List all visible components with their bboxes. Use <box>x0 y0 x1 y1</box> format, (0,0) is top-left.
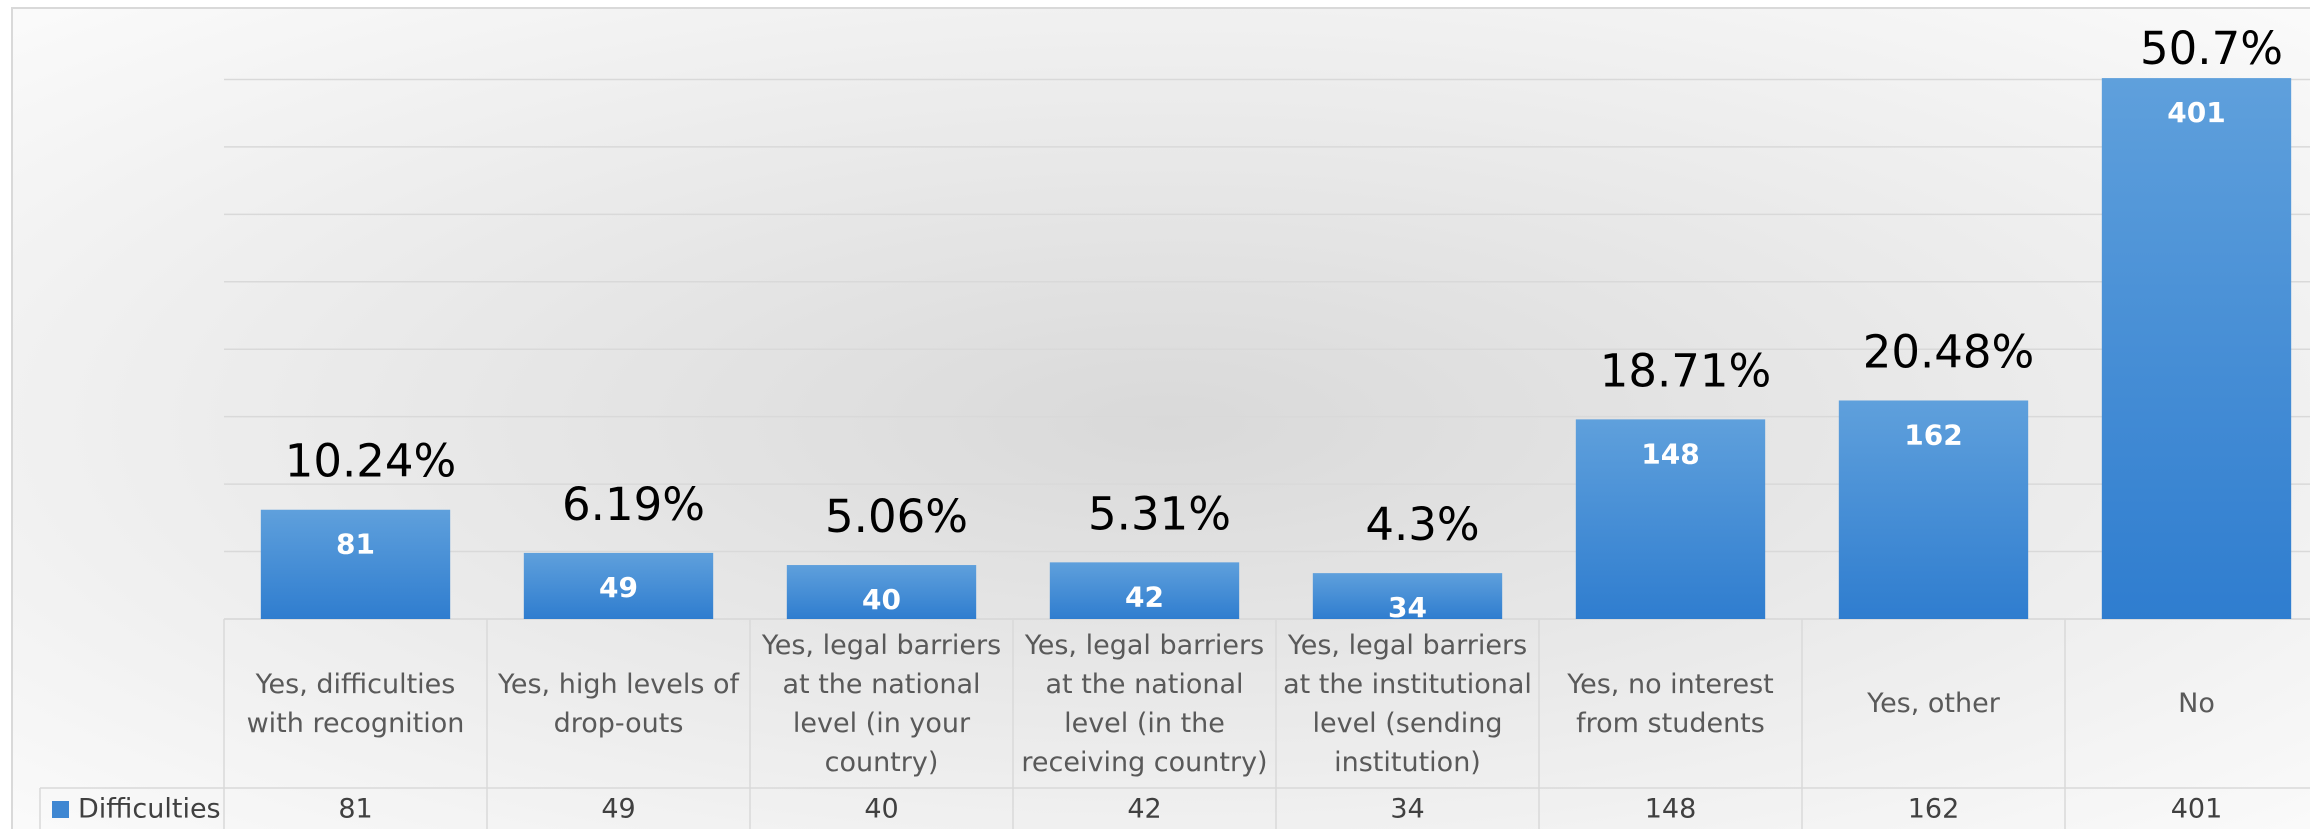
x-tick-label: Yes, legal barriers at the national leve… <box>761 629 1002 778</box>
bar <box>1838 400 2029 619</box>
x-tick-label: Yes, legal barriers at the national leve… <box>1021 629 1268 778</box>
bar <box>786 565 977 619</box>
percent-label: 20.48% <box>1863 325 2035 378</box>
percent-label: 50.7% <box>2140 22 2283 75</box>
data-label: 148 <box>1641 437 1699 470</box>
table-value: 148 <box>1645 794 1697 825</box>
data-label: 42 <box>1125 580 1164 613</box>
table-value: 401 <box>2171 794 2223 825</box>
percent-label: 18.71% <box>1600 344 1772 397</box>
percent-label: 5.31% <box>1088 487 1231 540</box>
data-label: 40 <box>862 583 901 616</box>
data-label: 401 <box>2167 96 2225 129</box>
x-tick-label: Yes, legal barriers at the institutional… <box>1283 629 1532 778</box>
bar <box>260 509 451 619</box>
category-cell: No <box>2178 688 2215 719</box>
category-cell: Yes, difficulties with recognition <box>246 668 465 739</box>
legend-label: Difficulties <box>78 794 221 825</box>
bar <box>1312 573 1503 619</box>
percent-label: 4.3% <box>1365 498 1479 551</box>
bar <box>2101 78 2292 619</box>
category-cell: Yes, legal barriers at the national leve… <box>1021 629 1268 778</box>
category-cell: Yes, legal barriers at the national leve… <box>761 629 1002 778</box>
category-cell: Yes, high levels of drop-outs <box>497 668 740 739</box>
table-value: 162 <box>1908 794 1960 825</box>
category-cell: Yes, no interest from students <box>1567 668 1774 739</box>
data-label: 49 <box>599 571 638 604</box>
x-tick-label: No <box>2178 688 2215 719</box>
data-label: 162 <box>1904 418 1962 451</box>
percent-label: 10.24% <box>285 435 457 488</box>
bar <box>1049 562 1240 619</box>
data-label: 81 <box>336 528 375 561</box>
data-label: 34 <box>1388 591 1427 624</box>
category-cell: Yes, other <box>1867 688 2000 719</box>
table-value: 34 <box>1390 794 1424 825</box>
x-tick-label: Yes, high levels of drop-outs <box>497 668 740 739</box>
legend-swatch <box>52 801 69 818</box>
x-tick-label: Yes, other <box>1867 688 2000 719</box>
bar <box>523 552 714 619</box>
bar <box>1575 419 1766 619</box>
table-value: 81 <box>338 794 372 825</box>
category-cell: Yes, legal barriers at the institutional… <box>1283 629 1532 778</box>
x-tick-label: Yes, no interest from students <box>1567 668 1774 739</box>
percent-label: 6.19% <box>562 478 705 531</box>
table-value: 49 <box>601 794 635 825</box>
x-tick-label: Yes, difficulties with recognition <box>246 668 465 739</box>
table-value: 42 <box>1127 794 1161 825</box>
percent-label: 5.06% <box>825 490 968 543</box>
table-value: 40 <box>864 794 898 825</box>
